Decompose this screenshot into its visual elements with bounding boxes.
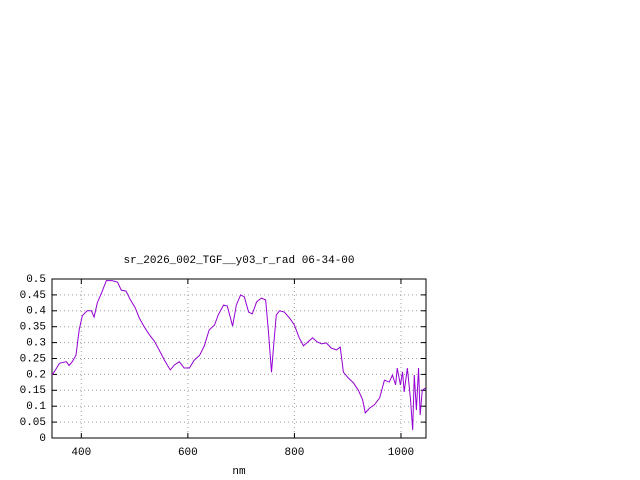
x-axis-label: nm [232,466,246,478]
y-tick-label: 0.45 [20,290,46,302]
y-tick-label: 0.3 [26,338,46,350]
x-tick-label: 400 [71,447,91,459]
chart-title: sr_2026_002_TGF__y03_r_rad 06-34-00 [123,255,354,267]
x-tick-label: 800 [285,447,305,459]
y-tick-label: 0.2 [26,369,46,381]
data-line [51,280,426,431]
x-tick-label: 600 [178,447,198,459]
y-tick-label: 0.15 [20,385,46,397]
y-tick-label: 0.4 [26,306,46,318]
x-tick-label: 1000 [388,447,414,459]
y-tick-label: 0.1 [26,401,46,413]
y-tick-label: 0 [39,433,46,445]
y-tick-label: 0.25 [20,353,46,365]
y-tick-label: 0.35 [20,322,46,334]
plot-border [51,278,427,439]
y-tick-label: 0.05 [20,417,46,429]
y-tick-label: 0.5 [26,274,46,286]
